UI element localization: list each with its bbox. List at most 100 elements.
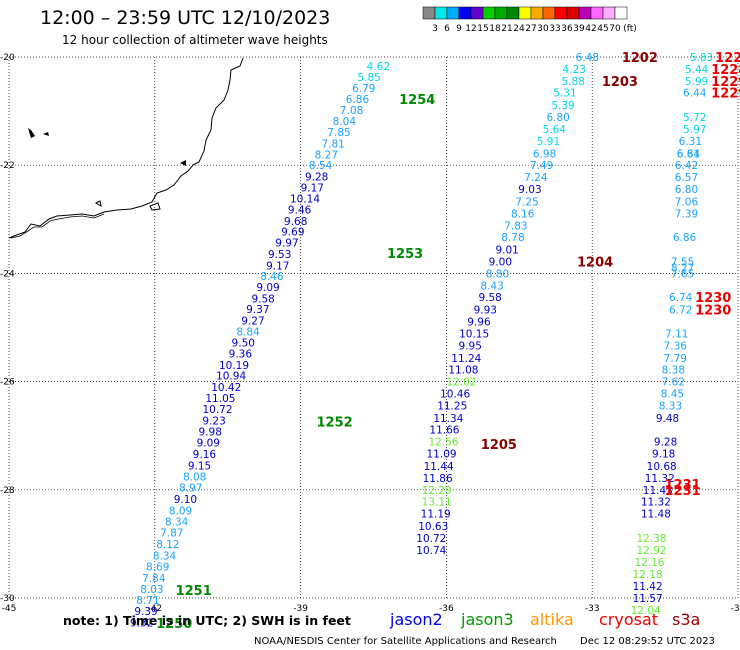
swh-value: 8.38 xyxy=(662,365,685,377)
swh-value: 7.36 xyxy=(664,340,688,352)
swh-value: 8.12 xyxy=(156,539,179,551)
color-scale-swatch xyxy=(494,6,508,20)
color-scale-label: 12 xyxy=(465,24,476,34)
swh-value: 6.61 xyxy=(677,148,700,160)
swh-value: 9.46 xyxy=(288,205,312,217)
color-scale-label: 42 xyxy=(585,24,596,34)
swh-value: 5.72 xyxy=(683,112,706,124)
coastline xyxy=(8,57,244,239)
swh-value: 8.34 xyxy=(153,550,177,562)
swh-value: 11.43 xyxy=(643,485,673,497)
color-scale-unit: (ft) xyxy=(623,24,637,34)
swh-value: 10.94 xyxy=(216,371,246,383)
swh-value: 6.44 xyxy=(683,88,707,100)
swh-value: 8.34 xyxy=(165,517,189,529)
satellite-tracks: 4.625.856.796.867.088.047.857.818.278.54… xyxy=(130,51,740,632)
swh-value: 7.83 xyxy=(504,220,527,232)
color-scale-label: 30 xyxy=(537,24,549,34)
swh-value: 11.32 xyxy=(645,473,675,485)
swh-value: 6.84 xyxy=(677,148,701,160)
swh-value: 5.31 xyxy=(553,88,576,100)
x-tick-label: -45 xyxy=(2,604,17,614)
swh-value: 7.87 xyxy=(160,528,183,540)
credit-text: NOAA/NESDIS Center for Satellite Applica… xyxy=(254,636,557,647)
swh-value: 9.93 xyxy=(474,305,497,317)
swh-value: 9.36 xyxy=(229,348,253,360)
hour-label: 1230 xyxy=(695,304,731,319)
swh-value: 11.44 xyxy=(424,461,454,473)
swh-value: 10.15 xyxy=(459,328,489,340)
color-scale-swatch xyxy=(590,6,604,20)
hour-label: 1252 xyxy=(317,416,353,431)
hour-label: 1229 xyxy=(711,87,740,102)
hour-label: 1204 xyxy=(577,255,613,270)
swh-value: 11.09 xyxy=(427,449,457,461)
swh-value: 9.01 xyxy=(495,245,518,257)
swh-value: 9.32 xyxy=(130,617,153,629)
swh-value: 9.18 xyxy=(652,449,675,461)
swh-value: 12.16 xyxy=(635,557,665,569)
hour-label: 1253 xyxy=(387,247,423,262)
color-scale-swatch xyxy=(482,6,496,20)
swh-value: 9.96 xyxy=(467,317,491,329)
swh-value: 9.17 xyxy=(266,260,289,272)
color-scale-swatch xyxy=(578,6,592,20)
swh-value: 5.91 xyxy=(537,136,560,148)
y-tick-label: -30 xyxy=(0,594,15,604)
swh-value: 9.48 xyxy=(656,413,679,425)
swh-value: 12.04 xyxy=(631,605,661,617)
note-text: note: 1) Time is in UTC; 2) SWH is in fe… xyxy=(63,613,351,628)
y-tick-label: -28 xyxy=(0,486,15,496)
swh-value: 8.27 xyxy=(315,149,338,161)
axis-tick-labels: -45 -42 -39 -36 -33 -30 -20 -22 -24 -26 -28 -30 xyxy=(0,53,740,614)
swh-value: 11.57 xyxy=(633,593,663,605)
swh-value: 9.09 xyxy=(197,438,220,450)
color-scale-label: 70 xyxy=(609,24,621,34)
swh-value: 12.56 xyxy=(428,437,458,449)
track-group: 6.484.235.885.315.396.805.645.916.987.49… xyxy=(416,51,658,557)
color-scale-label: 21 xyxy=(501,24,512,34)
swh-value: 8.16 xyxy=(511,208,535,220)
swh-value: 5.97 xyxy=(683,124,706,136)
swh-value: 11.86 xyxy=(423,473,453,485)
swh-value: 8.97 xyxy=(179,483,202,495)
swh-value: 7.08 xyxy=(340,105,363,117)
swh-value: 9.68 xyxy=(284,216,307,228)
x-tick-label: -39 xyxy=(293,604,308,614)
swh-value: 6.80 xyxy=(675,184,698,196)
swh-value: 11.08 xyxy=(448,365,478,377)
swh-value: 7.24 xyxy=(524,172,548,184)
swh-value: 8.78 xyxy=(501,232,524,244)
color-scale-swatch xyxy=(446,6,460,20)
hour-label: 1203 xyxy=(602,75,638,90)
color-scale-swatch xyxy=(602,6,616,20)
swh-value: 9.58 xyxy=(478,292,501,304)
plot-area: -45 -42 -39 -36 -33 -30 -20 -22 -24 -26 -28 -30 4.6… xyxy=(0,51,740,632)
swh-value: 13.11 xyxy=(422,497,452,509)
swh-value: 9.58 xyxy=(251,293,274,305)
swh-value: 8.03 xyxy=(140,584,163,596)
color-scale-swatch xyxy=(506,6,520,20)
swh-value: 12.92 xyxy=(636,545,666,557)
color-scale-swatch xyxy=(542,6,556,20)
swh-value: 10.74 xyxy=(416,545,446,557)
swh-value: 11.32 xyxy=(641,497,671,509)
color-scale-label: 27 xyxy=(525,24,536,34)
swh-value: 11.24 xyxy=(451,353,481,365)
swh-value: 10.72 xyxy=(416,533,446,545)
swh-value: 6.31 xyxy=(679,136,702,148)
color-scale-label: 9 xyxy=(456,24,462,34)
swh-value: 8.54 xyxy=(309,160,333,172)
swh-value: 7.06 xyxy=(675,196,699,208)
swh-value: 7.62 xyxy=(662,377,685,389)
hour-label: 1250 xyxy=(156,617,192,632)
color-scale-label: 45 xyxy=(597,24,608,34)
track-group: 4.625.856.796.867.088.047.857.818.278.54… xyxy=(130,61,435,632)
swh-value: 6.57 xyxy=(675,172,698,184)
color-scale-swatch xyxy=(566,6,580,20)
swh-value: 9.10 xyxy=(174,494,197,506)
swh-value: 9.53 xyxy=(268,249,291,261)
swh-value: 7.39 xyxy=(675,208,698,220)
legend-jason2: jason2 xyxy=(389,610,443,629)
